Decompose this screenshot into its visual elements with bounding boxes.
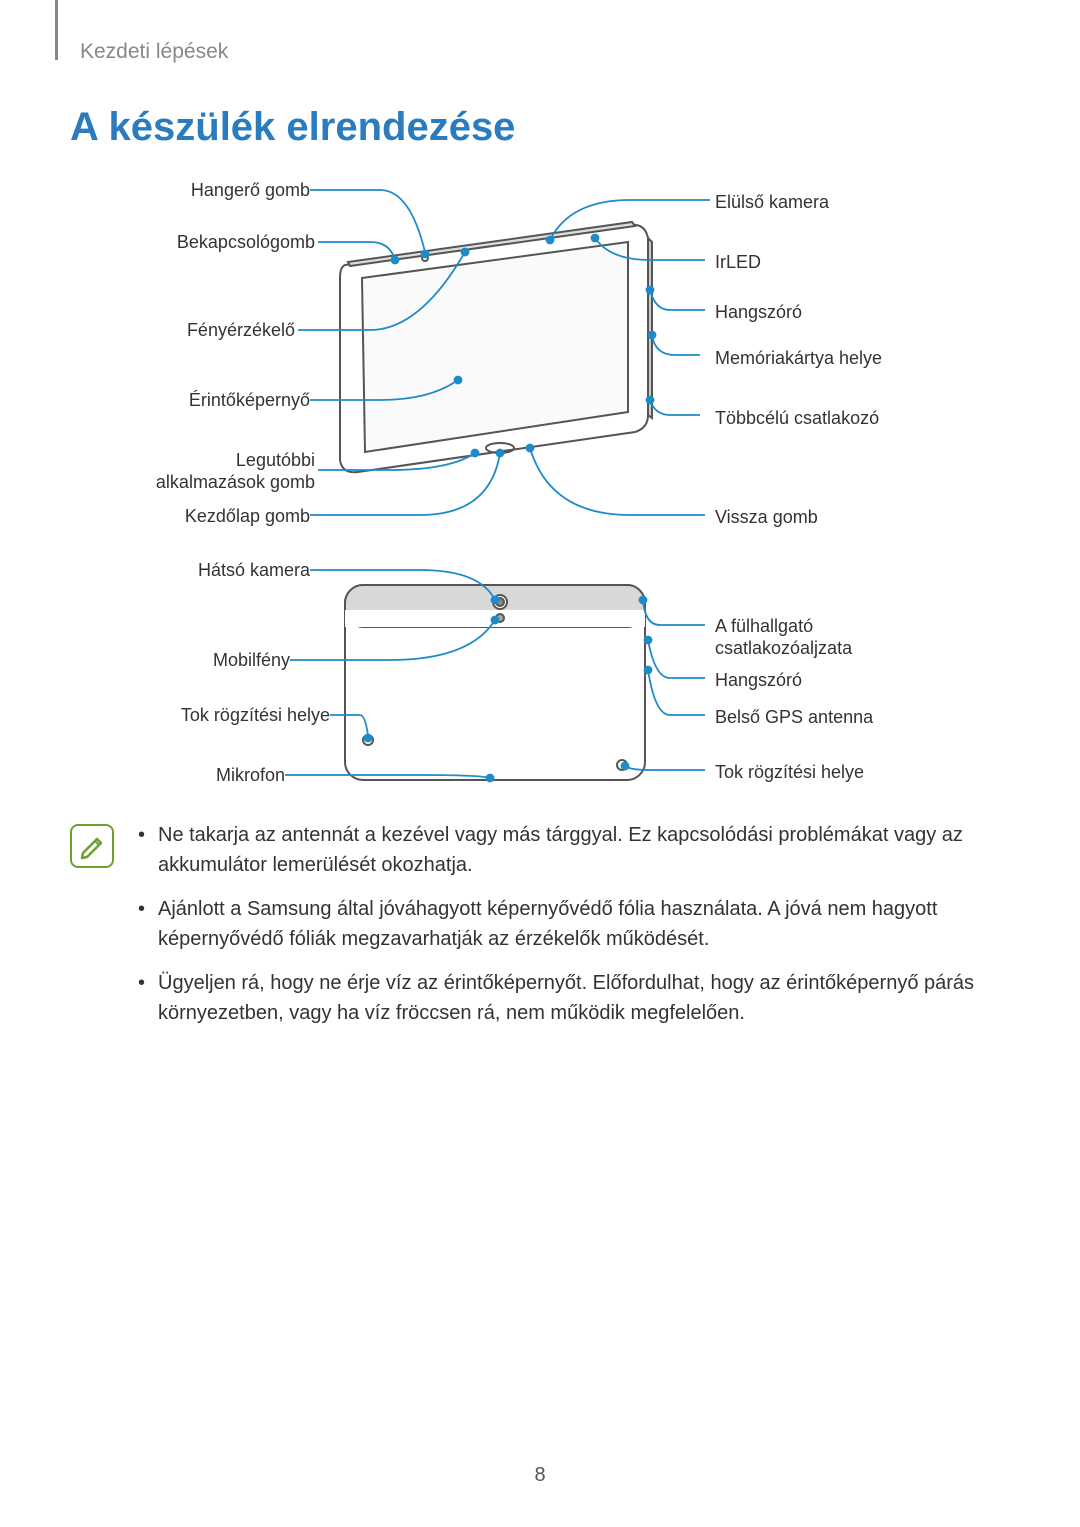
label-multi-connector: Többcélú csatlakozó — [715, 408, 879, 429]
note-icon — [70, 824, 114, 868]
label-gps: Belső GPS antenna — [715, 707, 873, 728]
label-recent-apps-2: alkalmazások gomb — [110, 472, 315, 493]
label-microphone: Mikrofon — [90, 765, 285, 786]
device-diagram: Hangerő gomb Bekapcsológomb Fényérzékelő… — [70, 170, 1010, 810]
label-power: Bekapcsológomb — [110, 232, 315, 253]
label-back-button: Vissza gomb — [715, 507, 818, 528]
label-recent-apps-1: Legutóbbi — [110, 450, 315, 471]
label-speaker-back: Hangszóró — [715, 670, 802, 691]
note-item: Ügyeljen rá, hogy ne érje víz az érintők… — [134, 968, 990, 1028]
label-case-mount-left: Tok rögzítési helye — [90, 705, 330, 726]
label-home: Kezdőlap gomb — [110, 506, 310, 527]
label-touchscreen: Érintőképernyő — [110, 390, 310, 411]
note-list: Ne takarja az antennát a kezével vagy má… — [134, 820, 990, 1042]
label-memory-card: Memóriakártya helye — [715, 348, 882, 369]
page-number: 8 — [534, 1464, 545, 1487]
label-irled: IrLED — [715, 252, 761, 273]
label-rear-camera: Hátsó kamera — [110, 560, 310, 581]
label-speaker-front: Hangszóró — [715, 302, 802, 323]
label-flash: Mobilfény — [90, 650, 290, 671]
breadcrumb: Kezdeti lépések — [80, 40, 228, 64]
note-section: Ne takarja az antennát a kezével vagy má… — [70, 820, 990, 1042]
page-title: A készülék elrendezése — [70, 105, 515, 150]
label-headphone-1: A fülhallgató — [715, 616, 813, 637]
label-light-sensor: Fényérzékelő — [110, 320, 295, 341]
label-volume: Hangerő gomb — [110, 180, 310, 201]
left-margin-bar — [55, 0, 58, 60]
note-item: Ajánlott a Samsung által jóváhagyott kép… — [134, 894, 990, 954]
label-case-mount-right: Tok rögzítési helye — [715, 762, 864, 783]
label-headphone-2: csatlakozóaljzata — [715, 638, 852, 659]
label-front-camera: Elülső kamera — [715, 192, 829, 213]
note-item: Ne takarja az antennát a kezével vagy má… — [134, 820, 990, 880]
